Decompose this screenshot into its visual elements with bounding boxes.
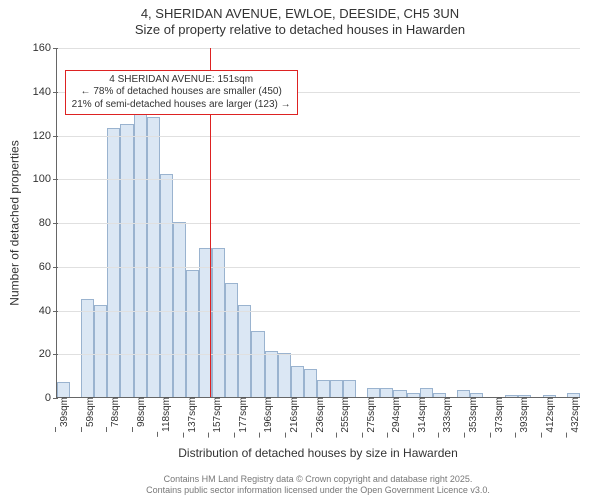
x-tick: 294sqm (389, 397, 402, 433)
grid-line (57, 354, 580, 355)
histogram-bar (291, 366, 304, 397)
x-tick: 255sqm (338, 397, 351, 433)
y-tick: 100 (33, 173, 57, 185)
x-tick: 314sqm (415, 397, 428, 433)
y-tick: 60 (39, 261, 57, 273)
x-tick: 275sqm (364, 397, 377, 433)
histogram-bar (380, 388, 393, 397)
grid-line (57, 223, 580, 224)
grid-line (57, 179, 580, 180)
histogram-bar (265, 351, 278, 397)
histogram-bar (81, 299, 94, 397)
x-tick: 333sqm (440, 397, 453, 433)
y-tick: 160 (33, 42, 57, 54)
histogram-bar (120, 124, 133, 397)
histogram-bar (420, 388, 433, 397)
grid-line (57, 136, 580, 137)
histogram-bar (225, 283, 238, 397)
y-tick: 20 (39, 348, 57, 360)
histogram-bar (238, 305, 251, 397)
plot-area: 02040608010012014016039sqm59sqm78sqm98sq… (56, 48, 580, 398)
footer-line-2: Contains public sector information licen… (56, 485, 580, 496)
grid-line (57, 311, 580, 312)
y-axis-label: Number of detached properties (8, 48, 22, 398)
histogram-bar (94, 305, 107, 397)
x-tick: 216sqm (287, 397, 300, 433)
annotation-line: 21% of semi-detached houses are larger (… (72, 99, 291, 112)
property-size-histogram: 4, SHERIDAN AVENUE, EWLOE, DEESIDE, CH5 … (0, 0, 600, 500)
y-tick: 80 (39, 217, 57, 229)
y-tick: 140 (33, 86, 57, 98)
x-tick: 39sqm (57, 397, 70, 427)
x-tick: 98sqm (134, 397, 147, 427)
histogram-bar (160, 174, 173, 397)
footer-line-1: Contains HM Land Registry data © Crown c… (56, 474, 580, 485)
chart-title: 4, SHERIDAN AVENUE, EWLOE, DEESIDE, CH5 … (0, 6, 600, 39)
x-tick: 196sqm (261, 397, 274, 433)
x-tick: 373sqm (492, 397, 505, 433)
x-tick: 177sqm (236, 397, 249, 433)
x-tick: 157sqm (210, 397, 223, 433)
histogram-bar (367, 388, 380, 397)
histogram-bar (186, 270, 199, 397)
histogram-bar (107, 128, 120, 397)
histogram-bar (304, 369, 317, 397)
title-line-1: 4, SHERIDAN AVENUE, EWLOE, DEESIDE, CH5 … (0, 6, 600, 22)
histogram-bar (343, 380, 356, 398)
annotation-line: 4 SHERIDAN AVENUE: 151sqm (72, 74, 291, 87)
x-axis-label: Distribution of detached houses by size … (56, 446, 580, 460)
histogram-bar (278, 353, 291, 397)
y-tick: 40 (39, 305, 57, 317)
chart-footer: Contains HM Land Registry data © Crown c… (56, 474, 580, 496)
x-tick: 137sqm (185, 397, 198, 433)
x-tick: 78sqm (108, 397, 121, 427)
x-tick: 353sqm (466, 397, 479, 433)
y-tick: 0 (45, 392, 57, 404)
y-tick: 120 (33, 130, 57, 142)
title-line-2: Size of property relative to detached ho… (0, 22, 600, 38)
annotation-box: 4 SHERIDAN AVENUE: 151sqm← 78% of detach… (65, 70, 298, 116)
histogram-bar (57, 382, 70, 397)
x-tick: 432sqm (568, 397, 581, 433)
histogram-bar (330, 380, 343, 398)
grid-line (57, 48, 580, 49)
histogram-bar (317, 380, 330, 398)
histogram-bar (173, 222, 186, 397)
annotation-line: ← 78% of detached houses are smaller (45… (72, 86, 291, 99)
histogram-bar (212, 248, 225, 397)
histogram-bar (251, 331, 264, 397)
x-tick: 118sqm (159, 397, 172, 432)
x-tick: 236sqm (313, 397, 326, 433)
x-tick: 393sqm (517, 397, 530, 433)
x-tick: 412sqm (543, 397, 556, 433)
x-tick: 59sqm (83, 397, 96, 427)
grid-line (57, 267, 580, 268)
